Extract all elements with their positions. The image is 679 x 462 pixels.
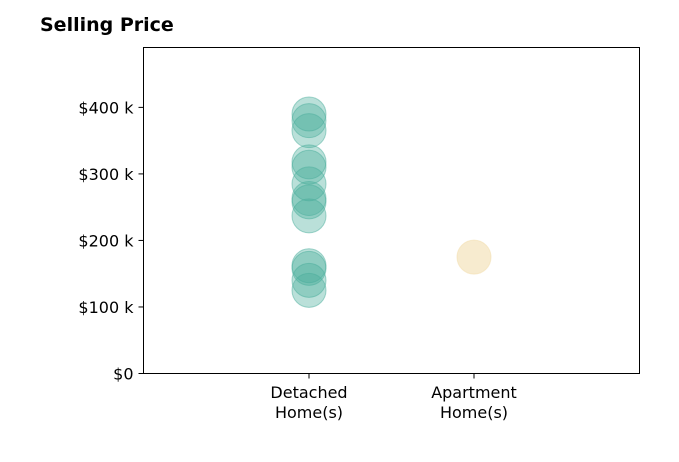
data-points bbox=[291, 96, 492, 308]
data-point bbox=[291, 103, 327, 139]
chart-title: Selling Price bbox=[40, 14, 174, 36]
data-point bbox=[291, 250, 327, 286]
data-point bbox=[456, 239, 492, 275]
y-tick-label: $0 bbox=[113, 365, 133, 384]
x-tick-label: Apartment Home(s) bbox=[431, 383, 517, 422]
data-point bbox=[291, 198, 327, 234]
plot-area-frame bbox=[143, 47, 640, 374]
data-point bbox=[291, 113, 327, 149]
data-point bbox=[291, 184, 327, 220]
y-tick-label: $300 k bbox=[78, 165, 134, 184]
x-tick-label: Detached Home(s) bbox=[270, 383, 347, 422]
y-axis: $0 $100 k $200 k $300 k $400 k bbox=[78, 98, 144, 384]
data-point bbox=[291, 166, 327, 202]
x-axis: Detached Home(s) Apartment Home(s) bbox=[270, 373, 517, 422]
y-tick-label: $200 k bbox=[78, 231, 134, 250]
y-tick-label: $400 k bbox=[78, 98, 134, 117]
y-tick-label: $100 k bbox=[78, 298, 134, 317]
data-point bbox=[291, 272, 327, 308]
data-point bbox=[291, 144, 327, 180]
data-point bbox=[291, 262, 327, 298]
